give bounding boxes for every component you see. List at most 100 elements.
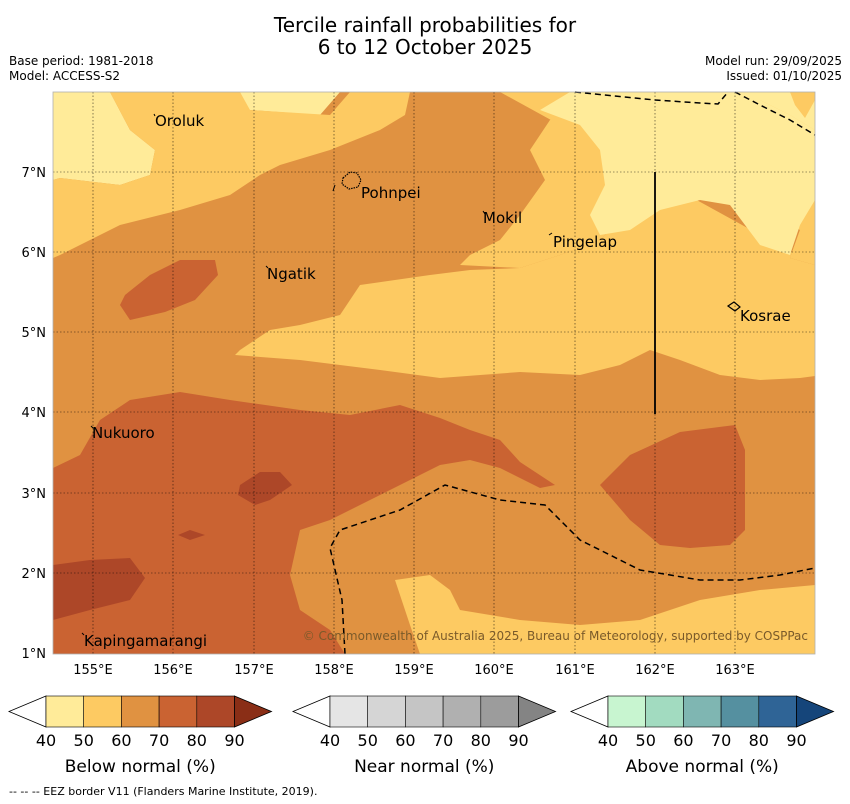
colorbar-below-segment [83, 695, 122, 728]
zone-80-90-southwest [53, 558, 145, 620]
colorbar-above-segment [758, 695, 797, 728]
lon-tick-158: 158°E [314, 663, 354, 678]
colorbar-above-tick: 80 [749, 731, 769, 750]
colorbar-above-tick: 50 [636, 731, 656, 750]
meta-left: Base period: 1981-2018 Model: ACCESS-S2 [9, 54, 154, 84]
colorbar-below: 40 50 60 70 80 90 Below normal (%) [7, 695, 273, 777]
colorbar-below-title: Below normal (%) [65, 757, 216, 777]
colorbar-above-segment [607, 695, 647, 728]
colorbar-near-tick: 70 [433, 731, 453, 750]
colorbars: 40 50 60 70 80 90 Below normal (%) 40 50 60 70 80 90… [7, 695, 835, 777]
lat-axis: 7°N 6°N 5°N 4°N 3°N 2°N 1°N [22, 166, 47, 662]
colorbar-below-segment [196, 695, 235, 728]
colorbar-above-max-extend [796, 695, 835, 728]
zone-70-80-east [600, 425, 745, 548]
lon-tick-156: 156°E [153, 663, 193, 678]
zone-80-90-small [178, 530, 205, 540]
label-pingelap: Pingelap [553, 233, 617, 251]
colorbar-near-tick: 80 [471, 731, 491, 750]
zone-50-60-south [395, 575, 815, 654]
colorbar-below-tick: 90 [224, 731, 244, 750]
colorbar-near-tick: 60 [395, 731, 415, 750]
base-period: Base period: 1981-2018 [9, 54, 154, 68]
model-name: Model: ACCESS-S2 [9, 69, 121, 83]
colorbar-above-tick: 60 [673, 731, 693, 750]
title-line-2: 6 to 12 October 2025 [317, 35, 533, 59]
colorbar-above-segment [683, 695, 722, 728]
kosrae-island [726, 301, 741, 312]
colorbar-near-min-extend [291, 695, 331, 728]
colorbar-near-tick: 40 [320, 731, 340, 750]
copyright-note: © Commonwealth of Australia 2025, Bureau… [303, 629, 808, 643]
probability-fill [53, 92, 815, 654]
plot-frame [52, 91, 816, 655]
colorbar-near-segment [480, 695, 519, 728]
colorbar-near-tick: 50 [358, 731, 378, 750]
label-oroluk: Oroluk [155, 112, 204, 130]
colorbar-above-tick: 90 [786, 731, 806, 750]
zone-40-50-oroluk [53, 92, 155, 185]
lon-tick-160: 160°E [474, 663, 514, 678]
lat-tick-5: 5°N [22, 326, 47, 341]
map-title: Tercile rainfall probabilities for 6 to … [0, 14, 850, 58]
label-nukuoro: Nukuoro [92, 424, 155, 442]
title-line-1: Tercile rainfall probabilities for [273, 13, 577, 37]
meta-right: Model run: 29/09/2025 Issued: 01/10/2025 [705, 54, 842, 84]
colorbar-above-title: Above normal (%) [626, 757, 779, 777]
zone-40-50-pingelap [540, 92, 815, 255]
colorbar-above-tick: 70 [711, 731, 731, 750]
eez-legend-note: -- -- -- EEZ border V11 (Flanders Marine… [9, 785, 318, 798]
lon-axis: 155°E 156°E 157°E 158°E 159°E 160°E 161°… [73, 663, 755, 678]
colorbar-below-tick: 80 [187, 731, 207, 750]
label-ngatik: Ngatik [267, 265, 316, 283]
atoll-marks [81, 113, 553, 636]
label-pohnpei: Pohnpei [361, 184, 421, 202]
colorbar-near-segment [329, 695, 369, 728]
lat-tick-1: 1°N [22, 647, 47, 662]
colorbar-below-tick: 70 [149, 731, 169, 750]
lat-tick-2: 2°N [22, 567, 47, 582]
colorbar-below-segment [158, 695, 198, 728]
colorbar-above-min-extend [569, 695, 609, 728]
colorbar-below-tick: 40 [36, 731, 56, 750]
colorbar-above-tick: 40 [598, 731, 618, 750]
colorbar-near-max-extend [518, 695, 557, 728]
colorbar-below-tick: 50 [74, 731, 94, 750]
lat-tick-7: 7°N [22, 166, 47, 181]
pohnpei-reef [332, 184, 336, 192]
lat-tick-4: 4°N [22, 406, 47, 421]
colorbar-near: 40 50 60 70 80 90 Near normal (%) [291, 695, 557, 777]
colorbar-near-tick: 90 [508, 731, 528, 750]
colorbar-above: 40 50 60 70 80 90 Above normal (%) [569, 695, 835, 777]
colorbar-near-segment [405, 695, 444, 728]
colorbar-below-max-extend [234, 695, 273, 728]
colorbar-near-segment [367, 695, 406, 728]
colorbar-above-segment [645, 695, 684, 728]
colorbar-below-segment [121, 695, 160, 728]
zone-70-80-ngatik [120, 260, 218, 320]
lon-tick-161: 161°E [555, 663, 595, 678]
colorbar-below-tick: 60 [111, 731, 131, 750]
lon-tick-163: 163°E [715, 663, 755, 678]
lon-tick-162: 162°E [635, 663, 675, 678]
lon-tick-157: 157°E [234, 663, 274, 678]
label-kosrae: Kosrae [740, 307, 791, 325]
lat-tick-3: 3°N [22, 487, 47, 502]
issued-date: Issued: 01/10/2025 [726, 69, 842, 83]
colorbar-near-title: Near normal (%) [354, 757, 494, 777]
lat-tick-6: 6°N [22, 246, 47, 261]
place-labels: Oroluk Pohnpei Mokil Pingelap Ngatik Kos… [84, 112, 791, 650]
zone-70-80-south [53, 392, 555, 654]
label-mokil: Mokil [483, 209, 522, 227]
colorbar-below-segment [45, 695, 85, 728]
zone-50-60-corner [790, 92, 815, 118]
colorbar-near-segment [442, 695, 482, 728]
eez-border [329, 91, 816, 655]
pohnpei-island [341, 171, 362, 190]
zone-80-90-central [238, 472, 292, 505]
lon-tick-159: 159°E [394, 663, 434, 678]
colorbar-above-segment [720, 695, 760, 728]
lon-tick-155: 155°E [73, 663, 113, 678]
colorbar-below-min-extend [7, 695, 47, 728]
